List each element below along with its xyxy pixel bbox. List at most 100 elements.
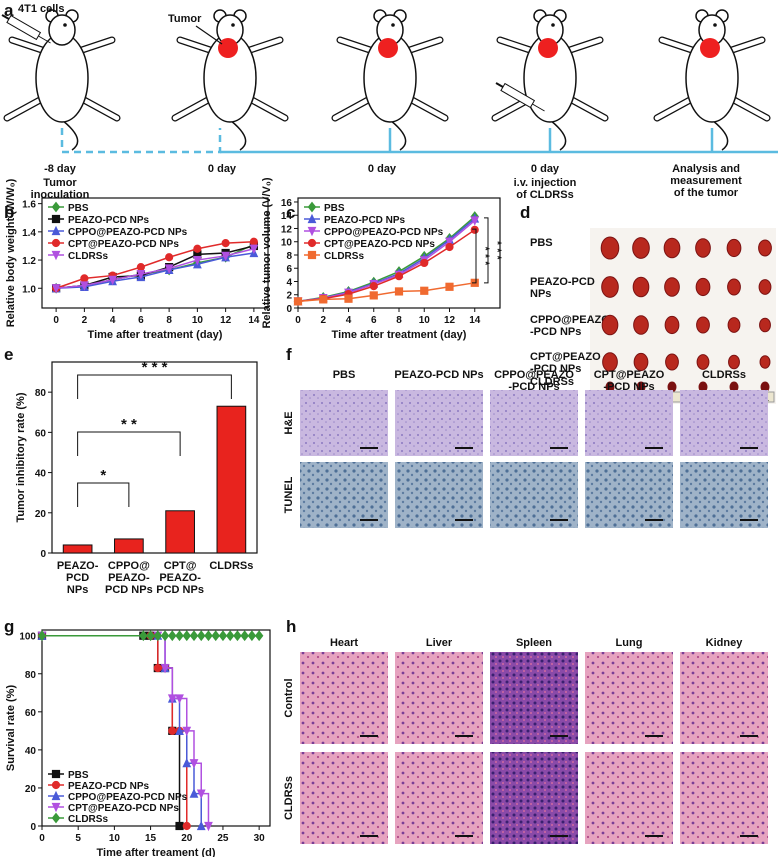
marker [153,630,163,642]
marker [175,694,184,704]
x-tick-label: 2 [320,315,326,326]
y-tick-label: 1.0 [22,284,36,295]
column-header: Heart [330,637,358,649]
tumor [378,38,398,58]
column-header: PBS [333,369,356,381]
x-tick-label: 5 [75,833,81,844]
tumor [538,38,558,58]
legend-label: CPPO@PEAZO-PCD NPs [68,792,188,803]
marker [51,225,61,236]
column-header: PEAZO-PCD NPs [394,369,483,381]
marker [307,201,317,213]
mouse-limbs-fill [332,37,448,121]
tumor [218,38,238,58]
marker [254,630,264,642]
marker [247,630,257,642]
marker [168,630,177,642]
plot-frame [41,629,271,827]
x-axis-label: Time after treament (d) [97,847,216,857]
y-tick-label: 100 [19,632,36,643]
timeline-note: Analysis and measurement of the tumor [670,163,742,199]
y-tick-label: 80 [25,670,37,681]
bar [216,405,247,554]
column-header: Spleen [516,637,552,649]
micrograph [585,752,673,844]
y-axis-label: Relative body weight (W/W₀) [5,178,17,327]
tumor [758,239,772,257]
marker [470,216,480,226]
marker [175,630,184,642]
marker [136,263,145,272]
marker [51,250,61,261]
mouse-eye [713,23,717,27]
marker [192,255,202,266]
marker [211,630,220,642]
y-tick-label: 12 [281,224,293,235]
panel-letter: d [520,203,530,222]
syringe-needle [532,103,545,112]
y-axis-label: Survival rate (%) [5,685,17,772]
x-tick-label: 6 [138,315,144,326]
legend-label: CPPO@PEAZO-PCD NPs [68,227,188,238]
x-tick-label: 4 [346,315,352,326]
marker [182,821,191,831]
mouse-tail [549,119,567,151]
marker [193,244,202,253]
series-line [297,282,475,303]
tumor [728,354,740,370]
tumor [696,316,710,334]
tumor [727,317,741,333]
x-tick-label: 14 [469,315,481,326]
series-line [55,240,254,289]
photo-row-label: CPPO@PEAZO -PCD NPs [530,314,610,338]
panel-letter: c [286,203,295,222]
micrograph [680,462,768,528]
tumor [632,276,650,298]
marker [189,788,199,798]
y-tick-label: 1.6 [22,200,36,211]
micrograph [490,462,578,528]
marker [221,239,230,248]
marker [175,821,184,831]
marker [307,213,317,224]
marker [37,630,47,642]
x-tick-label: CPT@ PEAZO-PCD NPs [156,560,204,596]
legend-label: PEAZO-PCD NPs [68,215,150,226]
bar [114,538,144,554]
marker [51,790,61,801]
micrograph [490,752,578,844]
legend-label: CLDRSs [68,814,108,825]
marker [51,214,61,224]
marker [182,630,191,642]
photo-row-label: CPT@PEAZO -PCD NPs [530,351,601,375]
marker [249,237,258,246]
x-tick-label: 14 [248,315,260,326]
mouse-eye [551,23,555,27]
marker [307,250,317,260]
bar [62,544,93,554]
timeline-dashed [60,128,222,154]
marker [51,201,61,213]
legend-label: CLDRSs [324,251,364,262]
marker [225,630,235,642]
marker [369,291,378,300]
significance-bracket [472,228,477,284]
tumor [664,277,680,297]
marker [196,820,206,831]
y-tick-label: 2 [286,291,292,302]
mouse-limbs-fill [172,37,288,121]
marker [182,726,192,737]
row-label: H&E [283,411,295,434]
legend-label: CLDRSs [68,251,108,262]
row-label: CLDRSs [283,776,295,820]
legend-label: PEAZO-PCD NPs [324,215,406,226]
y-tick-label: 40 [25,746,37,757]
cells-label: 4T1 cells [18,3,64,15]
timeline-day: 0 day [531,163,560,175]
row-label: Control [283,678,295,717]
column-header: Kidney [706,637,744,649]
micrograph [300,652,388,744]
mouse [491,9,609,151]
tumor [601,314,619,336]
